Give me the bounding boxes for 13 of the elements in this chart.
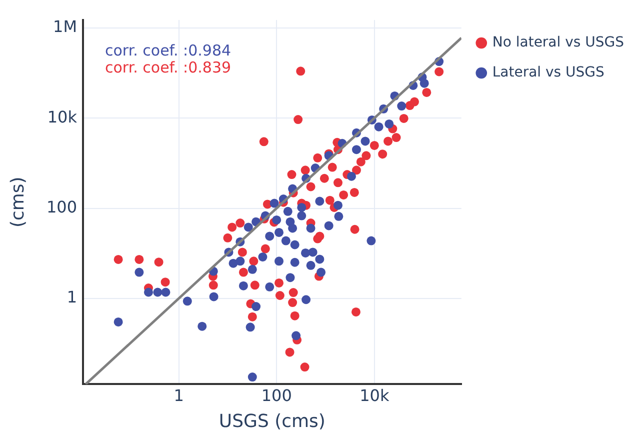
- x-tick-label: 100: [261, 386, 292, 405]
- y-tick-label: 100: [46, 197, 77, 216]
- x-tick-label: 10k: [360, 386, 390, 405]
- y-tick-label: 10k: [47, 107, 78, 126]
- annotation: corr. coef. :0.839: [105, 58, 232, 76]
- x-tick-label: 1: [174, 386, 184, 405]
- y-tick-label: 1: [66, 288, 77, 307]
- legend-label: Lateral vs USGS: [492, 64, 605, 81]
- legend-label: No lateral vs USGS: [492, 34, 624, 51]
- annotation: corr. coef. :0.984: [105, 41, 232, 60]
- y-axis-title: (cms): [7, 176, 28, 228]
- y-tick-label: 1M: [53, 17, 77, 36]
- x-axis-title: USGS (cms): [218, 410, 326, 432]
